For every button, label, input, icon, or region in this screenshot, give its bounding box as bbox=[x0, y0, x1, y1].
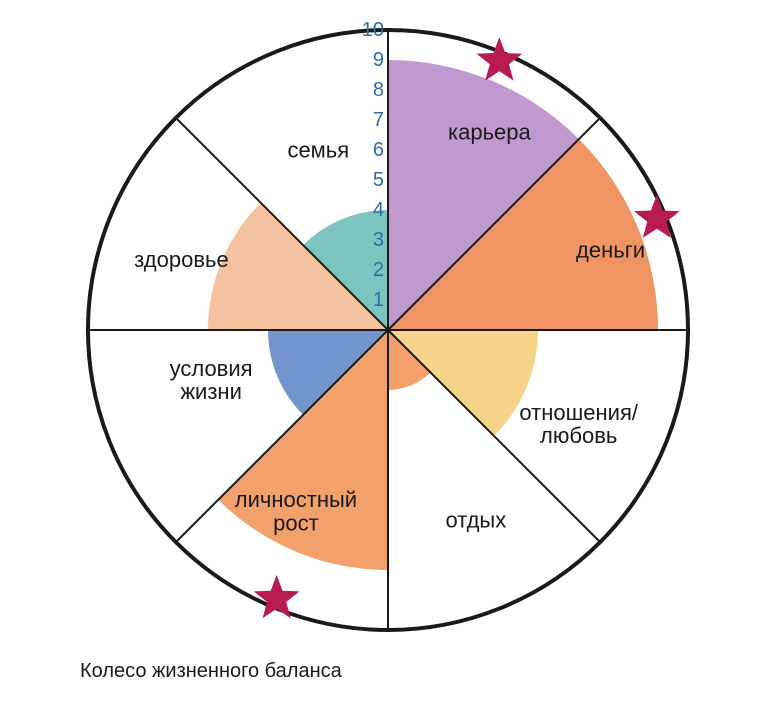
scale-label-4: 4 bbox=[373, 199, 384, 221]
scale-label-8: 8 bbox=[373, 79, 384, 101]
scale-label-1: 1 bbox=[373, 289, 384, 311]
chart-container: 1 2 3 4 5 6 7 8 9 10 карьера деньги отношения/любовь… bbox=[0, 0, 777, 709]
sector-label-0: карьера bbox=[448, 119, 532, 144]
scale-label-7: 7 bbox=[373, 109, 384, 131]
scale-label-6: 6 bbox=[373, 139, 384, 161]
sector-label-2: отношения/любовь bbox=[519, 400, 638, 448]
sector-label-5: условияжизни bbox=[170, 356, 253, 404]
sector-label-3: отдых bbox=[445, 507, 506, 532]
chart-caption: Колесо жизненного баланса bbox=[80, 660, 342, 683]
scale-label-5: 5 bbox=[373, 169, 384, 191]
sector-label-1: деньги bbox=[576, 238, 645, 263]
sector-label-7: семья bbox=[287, 138, 349, 163]
sector-label-6: здоровье bbox=[134, 247, 229, 272]
wheel-chart: 1 2 3 4 5 6 7 8 9 10 карьера деньги отношения/любовь… bbox=[0, 0, 777, 660]
scale-label-10: 10 bbox=[362, 19, 384, 41]
scale-label-3: 3 bbox=[373, 229, 384, 251]
scale-label-2: 2 bbox=[373, 259, 384, 281]
scale-label-9: 9 bbox=[373, 49, 384, 71]
star-icon bbox=[254, 575, 300, 618]
